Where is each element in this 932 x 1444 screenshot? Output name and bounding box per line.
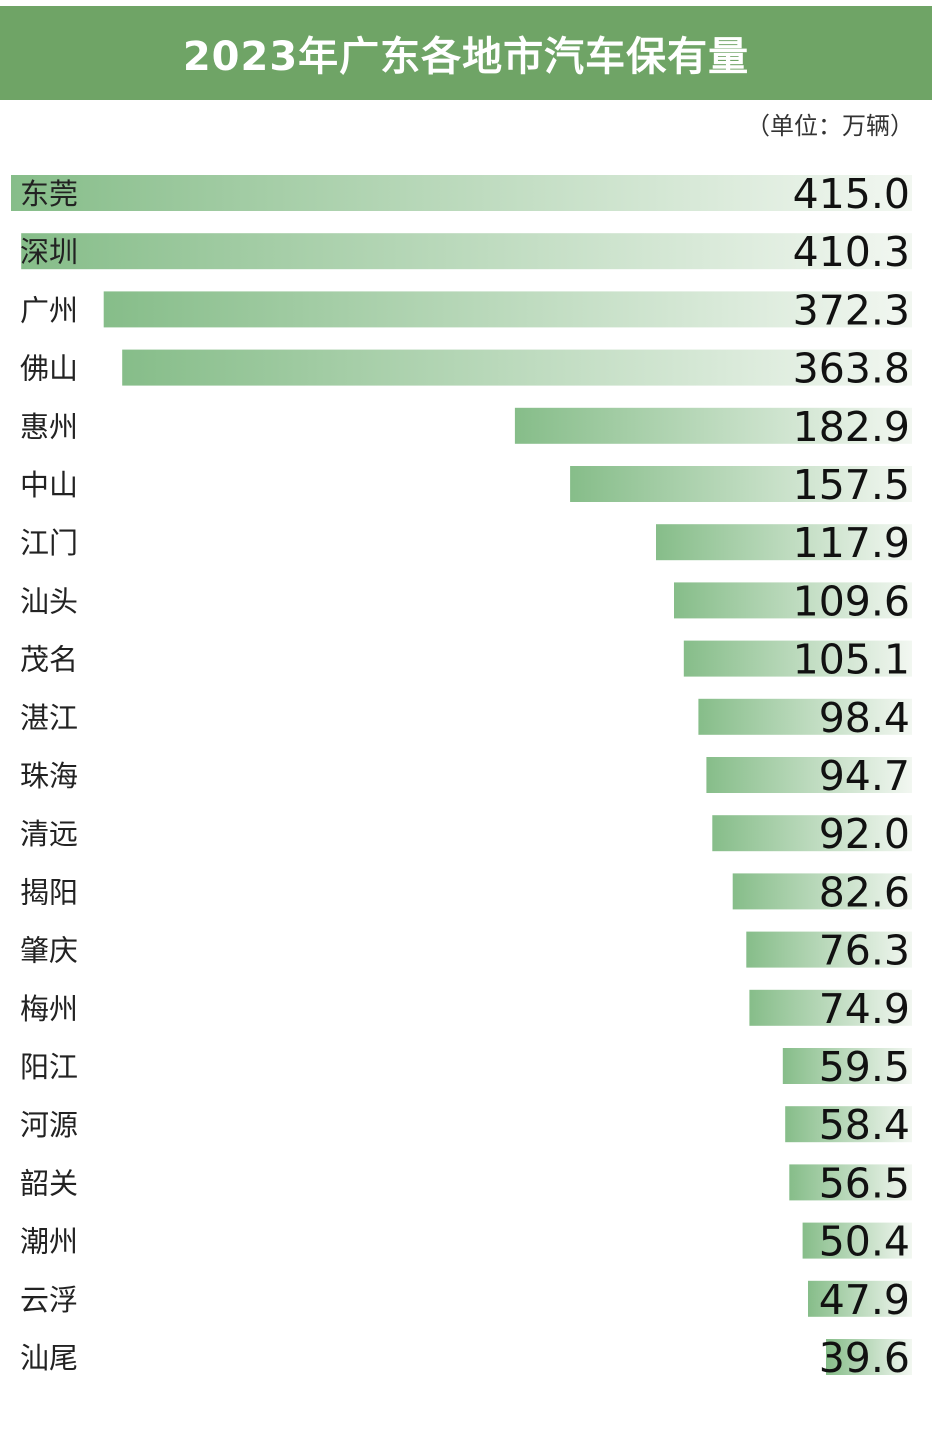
value-label-18: 56.5 — [819, 1159, 910, 1207]
value-label-9: 105.1 — [793, 636, 910, 684]
value-label-19: 50.4 — [819, 1218, 910, 1266]
category-label-21: 汕尾 — [20, 1341, 78, 1375]
bar-18 — [789, 1164, 912, 1201]
title-bar: 2023年广东各地市汽车保有量 — [0, 6, 932, 100]
category-label-5: 惠州 — [20, 410, 78, 444]
value-label-5: 182.9 — [793, 403, 910, 451]
category-label-7: 江门 — [20, 526, 78, 560]
category-label-12: 清远 — [20, 817, 78, 851]
value-label-7: 117.9 — [793, 519, 910, 567]
bar-20 — [808, 1280, 912, 1317]
value-label-11: 94.7 — [819, 752, 910, 800]
value-label-15: 74.9 — [819, 985, 910, 1033]
bar-14 — [746, 931, 912, 968]
category-label-15: 梅州 — [20, 992, 78, 1026]
category-label-1: 东莞 — [20, 177, 78, 211]
category-label-19: 潮州 — [20, 1225, 78, 1259]
value-label-16: 59.5 — [819, 1043, 910, 1091]
bar-1 — [11, 175, 912, 211]
category-label-18: 韶关 — [20, 1166, 78, 1200]
bar-10 — [698, 698, 912, 735]
bar-11 — [706, 757, 912, 793]
category-label-4: 佛山 — [20, 352, 78, 386]
bar-7 — [656, 524, 912, 561]
value-label-12: 92.0 — [819, 810, 910, 858]
category-label-6: 中山 — [20, 468, 78, 502]
unit-label: （单位：万辆） — [746, 112, 914, 140]
value-label-14: 76.3 — [819, 927, 910, 975]
value-label-8: 109.6 — [793, 577, 910, 625]
bars-group: 东莞 415.0 深圳 410.3 广州 372.3 佛山 363.8 惠州 182.9 中山 157… — [11, 170, 912, 1382]
category-label-13: 揭阳 — [20, 875, 78, 909]
value-label-3: 372.3 — [793, 286, 910, 334]
category-label-9: 茂名 — [20, 643, 78, 677]
bar-3 — [103, 291, 912, 328]
bar-5 — [514, 407, 912, 444]
value-label-21: 39.6 — [819, 1334, 910, 1382]
value-label-6: 157.5 — [793, 461, 910, 509]
bar-21 — [826, 1339, 912, 1375]
category-label-2: 深圳 — [20, 235, 78, 269]
value-label-10: 98.4 — [819, 694, 910, 742]
bar-9 — [683, 640, 912, 677]
category-label-3: 广州 — [20, 293, 78, 327]
value-label-17: 58.4 — [819, 1101, 910, 1149]
bar-19 — [802, 1222, 912, 1259]
category-label-11: 珠海 — [20, 759, 78, 793]
category-label-20: 云浮 — [20, 1283, 78, 1317]
bar-13 — [732, 873, 912, 910]
bar-6 — [570, 466, 912, 502]
value-label-4: 363.8 — [793, 345, 910, 393]
category-label-8: 汕头 — [20, 584, 78, 618]
value-label-13: 82.6 — [819, 868, 910, 916]
bar-4 — [122, 349, 912, 386]
bar-15 — [749, 989, 912, 1026]
bar-12 — [712, 815, 912, 852]
bar-2 — [21, 233, 912, 270]
category-label-16: 阳江 — [20, 1050, 78, 1084]
chart-title: 2023年广东各地市汽车保有量 — [182, 34, 750, 80]
value-label-2: 410.3 — [793, 228, 910, 276]
value-label-20: 47.9 — [819, 1276, 910, 1324]
bar-8 — [674, 582, 912, 619]
category-label-17: 河源 — [20, 1108, 78, 1142]
category-label-14: 肇庆 — [20, 934, 78, 968]
bar-17 — [785, 1106, 912, 1143]
category-label-10: 湛江 — [20, 701, 78, 735]
value-label-1: 415.0 — [793, 170, 910, 218]
bar-16 — [782, 1048, 912, 1084]
